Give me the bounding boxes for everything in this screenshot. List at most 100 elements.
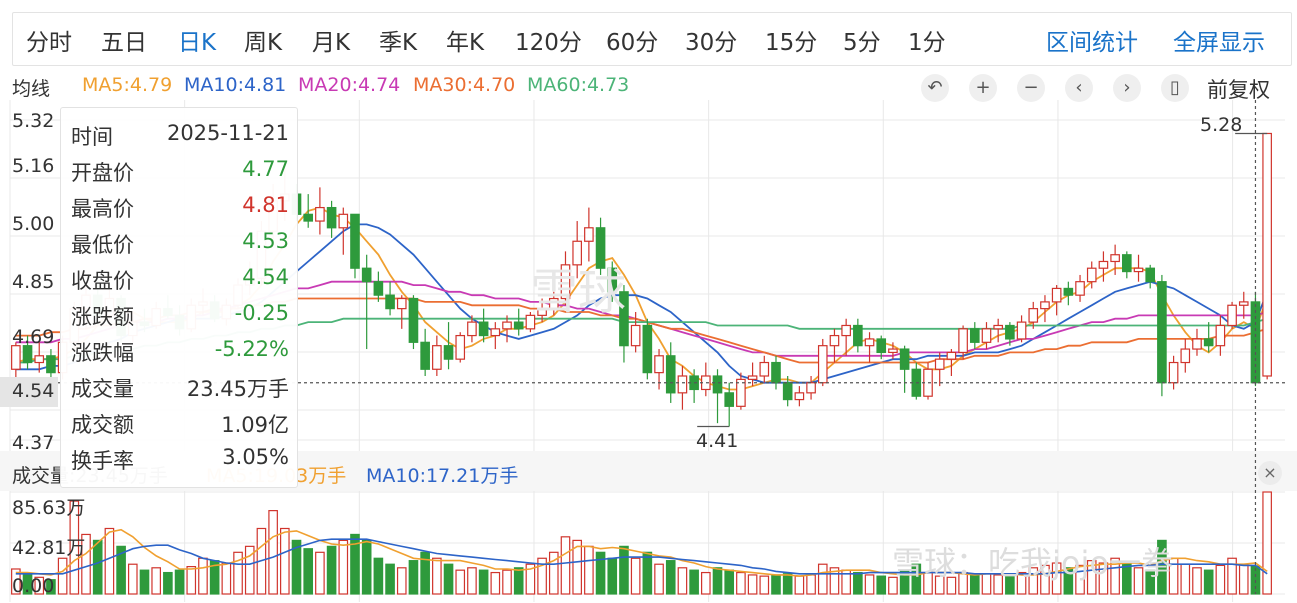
info-label: 涨跌额 [71, 305, 134, 329]
candle-body [361, 267, 372, 283]
tab-daily-k[interactable]: 日K [178, 30, 217, 56]
tab-120min[interactable]: 120分 [515, 30, 582, 56]
candle-body [736, 378, 746, 407]
tab-60min[interactable]: 60分 [606, 30, 659, 56]
volume-bar [116, 545, 126, 595]
fullscreen-link[interactable]: 全屏显示 [1173, 30, 1265, 56]
volume-bar [291, 539, 302, 595]
info-row-change-pct: 涨跌幅 -5.22% [61, 337, 299, 373]
volume-bar [443, 563, 454, 595]
candle-body [958, 328, 968, 354]
candle-body [315, 206, 325, 222]
tab-30min[interactable]: 30分 [685, 30, 738, 56]
info-row-open: 开盘价 4.77 [61, 157, 299, 193]
info-row-low: 最低价 4.53 [61, 229, 299, 265]
volume-bar [724, 569, 735, 595]
volume-bar [1051, 562, 1062, 595]
info-value: -0.25 [234, 301, 289, 325]
volume-tick-mid: 42.81万 [12, 537, 86, 559]
volume-bar [677, 567, 688, 595]
crosshair-price-label: 4.54 [0, 377, 58, 407]
candle-body [584, 227, 594, 242]
tab-5min[interactable]: 5分 [843, 30, 881, 56]
tab-monthly-k[interactable]: 月K [312, 30, 351, 56]
candle-body [1110, 254, 1120, 263]
volume-bar [911, 563, 922, 595]
chevron-left-icon[interactable]: ‹ [1065, 74, 1093, 102]
volume-ma-line-ma5 [15, 528, 1268, 577]
candle-body [548, 297, 559, 310]
candle-body [537, 308, 547, 316]
volume-tick-zero: 0.00 [12, 575, 55, 597]
ma30-value: MA30:4.70 [413, 74, 516, 96]
volume-bar [1075, 564, 1085, 595]
volume-bar [1192, 567, 1202, 595]
candle-body [1040, 301, 1050, 310]
volume-bar [467, 567, 477, 595]
candle-style-icon[interactable]: ▯ [1161, 74, 1189, 102]
volume-bar [853, 571, 863, 595]
candle-body [326, 206, 337, 229]
candle-body [420, 341, 430, 370]
info-value: 3.05% [222, 445, 289, 469]
candle-body [829, 334, 840, 347]
candle-body [1238, 301, 1249, 306]
volume-bar [280, 527, 290, 595]
candle-body [1028, 308, 1039, 323]
tab-five-day[interactable]: 五日 [101, 30, 147, 56]
candle-body [888, 348, 898, 354]
candle-body [981, 328, 992, 343]
ma20-value: MA20:4.74 [298, 74, 401, 96]
candle-body [525, 314, 536, 330]
volume-bar [303, 548, 314, 595]
tab-15min[interactable]: 15分 [765, 30, 818, 56]
volume-bar [408, 560, 419, 595]
range-stats-link[interactable]: 区间统计 [1046, 30, 1138, 56]
volume-bar [548, 551, 559, 595]
candle-body [1005, 324, 1015, 340]
tab-quarterly-k[interactable]: 季K [379, 30, 418, 56]
watermark: 雪球：吃我jojo一拳 [892, 544, 1173, 582]
volume-bar [572, 539, 582, 595]
volume-bar [829, 567, 840, 595]
zoom-out-icon[interactable]: − [1017, 74, 1045, 102]
volume-bar [315, 551, 325, 595]
volume-bar [1040, 564, 1050, 595]
ma10-value: MA10:4.81 [184, 74, 287, 96]
candle-body [993, 324, 1003, 330]
info-label: 开盘价 [71, 161, 134, 185]
volume-bar [350, 533, 360, 595]
adjust-mode-toggle[interactable]: 前复权 [1207, 78, 1270, 102]
volume-bar [513, 567, 524, 595]
volume-bar [1098, 562, 1109, 595]
close-icon[interactable]: × [1258, 461, 1282, 485]
volume-bar [607, 557, 618, 595]
period-toolbar: 分时 五日 日K 周K 月K 季K 年K 120分 60分 30分 15分 5分… [0, 0, 1297, 72]
volume-bar [244, 545, 255, 595]
info-label: 时间 [71, 125, 113, 149]
tab-minute[interactable]: 分时 [26, 30, 72, 56]
volume-bar [92, 539, 103, 595]
reset-icon[interactable]: ↶ [921, 74, 949, 102]
info-value: 2025-11-21 [166, 121, 289, 145]
tab-1min[interactable]: 1分 [908, 30, 946, 56]
tab-yearly-k[interactable]: 年K [446, 30, 485, 56]
volume-bar [701, 571, 711, 595]
chevron-right-icon[interactable]: › [1113, 74, 1141, 102]
volume-bar [326, 545, 337, 595]
candle-body [630, 324, 641, 347]
candle-body [771, 361, 781, 384]
candle-body [22, 345, 33, 364]
zoom-in-icon[interactable]: + [969, 74, 997, 102]
candle-body [946, 351, 957, 360]
volume-bar [771, 574, 781, 595]
candle-body [303, 213, 314, 222]
volume-bar [747, 574, 758, 595]
info-label: 换手率 [71, 449, 134, 473]
candle-body [455, 334, 466, 360]
tab-weekly-k[interactable]: 周K [244, 30, 283, 56]
volume-bar [759, 575, 770, 595]
candle-body [841, 324, 851, 337]
info-label: 成交额 [71, 413, 134, 437]
